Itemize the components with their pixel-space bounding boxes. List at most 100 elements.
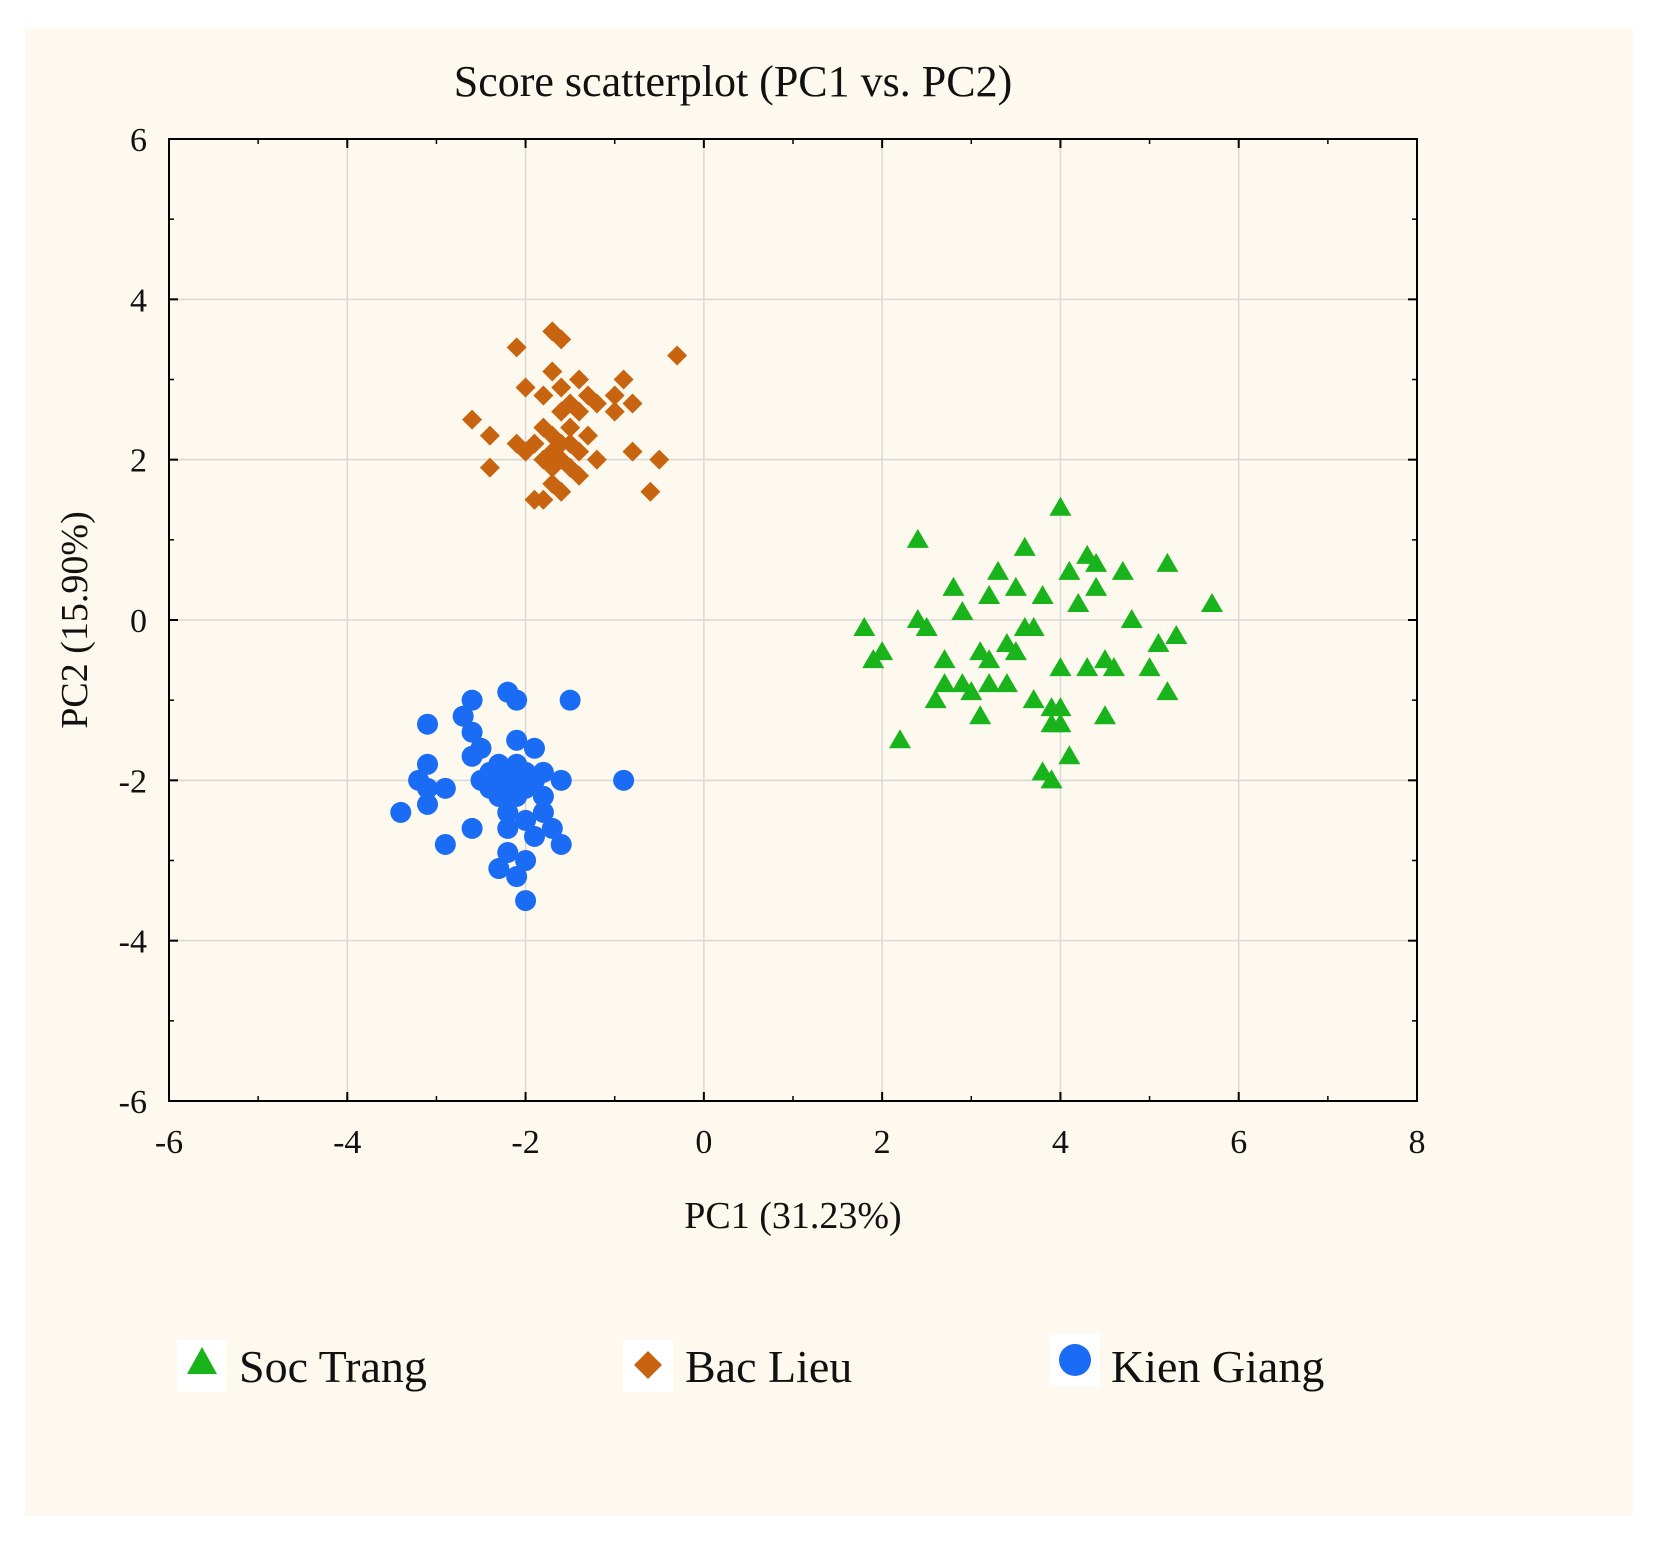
point-kien-giang (515, 850, 537, 871)
point-bac-lieu (515, 441, 536, 462)
scatter-chart: -6 -4 -2 0 2 4 6 8 -6 -4 -2 0 2 4 6 Score scatterplot … (54, 57, 1426, 1392)
point-soc-trang (1022, 689, 1045, 709)
y-tick-label: 6 (130, 122, 147, 159)
point-bac-lieu (560, 417, 581, 438)
point-soc-trang (915, 617, 938, 637)
point-bac-lieu (542, 457, 563, 478)
point-bac-lieu (524, 489, 545, 510)
point-kien-giang (461, 721, 483, 743)
point-kien-giang (434, 777, 456, 799)
point-soc-trang (1102, 657, 1125, 677)
point-kien-giang (523, 825, 545, 847)
point-soc-trang (1049, 697, 1072, 717)
legend-item-soc-trang: Soc Trang (177, 1340, 427, 1392)
point-kien-giang (497, 817, 519, 839)
point-kien-giang (497, 801, 519, 823)
point-bac-lieu (462, 409, 483, 430)
point-soc-trang (1085, 576, 1108, 596)
point-soc-trang (1094, 705, 1116, 725)
y-tick-label: 4 (130, 282, 147, 319)
point-kien-giang (417, 777, 439, 799)
point-kien-giang (390, 801, 412, 823)
point-soc-trang (1076, 657, 1099, 677)
y-tick-label: -6 (119, 1084, 147, 1121)
point-soc-trang (978, 649, 1001, 669)
legend-label-bac-lieu: Bac Lieu (685, 1341, 852, 1392)
point-bac-lieu (551, 401, 572, 422)
point-soc-trang (1058, 745, 1081, 765)
point-soc-trang (1049, 657, 1072, 677)
point-kien-giang (559, 689, 581, 711)
point-soc-trang (1156, 552, 1179, 572)
point-kien-giang (532, 801, 554, 823)
point-bac-lieu (586, 393, 607, 414)
point-bac-lieu (604, 385, 625, 406)
legend-label-soc-trang: Soc Trang (239, 1341, 427, 1392)
point-kien-giang (550, 769, 572, 791)
chart-panel: -6 -4 -2 0 2 4 6 8 -6 -4 -2 0 2 4 6 Score scatterplot … (25, 28, 1633, 1516)
point-kien-giang (541, 817, 563, 839)
point-bac-lieu (569, 369, 590, 390)
y-tick-label: 2 (130, 443, 147, 480)
point-soc-trang (969, 705, 992, 725)
point-soc-trang (1156, 681, 1179, 701)
x-axis-label: PC1 (31.23%) (684, 1195, 901, 1237)
point-soc-trang (1067, 592, 1090, 612)
point-soc-trang (924, 689, 947, 709)
point-kien-giang (461, 817, 483, 839)
point-kien-giang (452, 705, 474, 727)
point-kien-giang (532, 785, 554, 807)
point-soc-trang (1120, 609, 1143, 628)
point-soc-trang (1049, 496, 1072, 516)
x-tick-label: 6 (1230, 1124, 1247, 1161)
x-tick-label: 2 (874, 1124, 891, 1161)
point-bac-lieu (551, 481, 572, 502)
point-soc-trang (978, 584, 1001, 604)
point-soc-trang (960, 681, 983, 701)
axis-ticks: -6 -4 -2 0 2 4 6 8 -6 -4 -2 0 2 4 6 (119, 122, 1426, 1161)
point-soc-trang (995, 673, 1018, 693)
point-kien-giang (488, 858, 510, 880)
point-bac-lieu (542, 361, 563, 382)
point-kien-giang (461, 745, 483, 767)
point-bac-lieu (479, 425, 500, 446)
point-kien-giang (417, 793, 439, 815)
y-tick-label: 0 (130, 603, 147, 640)
point-kien-giang (461, 689, 483, 711)
point-bac-lieu (569, 441, 590, 462)
x-tick-label: -4 (333, 1124, 361, 1161)
y-tick-label: -2 (119, 763, 147, 800)
point-bac-lieu (479, 457, 500, 478)
point-soc-trang (1085, 552, 1108, 572)
point-soc-trang (1111, 560, 1134, 580)
x-tick-label: 0 (695, 1124, 712, 1161)
point-bac-lieu (577, 425, 598, 446)
point-kien-giang (523, 737, 545, 759)
x-tick-label: -6 (155, 1124, 183, 1161)
point-soc-trang (1165, 625, 1188, 645)
legend-circle-marker (1059, 1344, 1091, 1376)
point-kien-giang (506, 689, 528, 711)
point-soc-trang (1013, 536, 1036, 556)
point-soc-trang (942, 576, 965, 596)
point-kien-giang (497, 841, 519, 863)
point-soc-trang (1200, 592, 1223, 612)
point-kien-giang (506, 785, 528, 807)
point-bac-lieu (622, 393, 643, 414)
point-kien-giang (434, 833, 456, 855)
point-bac-lieu (604, 401, 625, 422)
point-kien-giang (506, 729, 528, 751)
point-soc-trang (1004, 576, 1027, 596)
point-kien-giang (506, 866, 528, 888)
point-kien-giang (417, 713, 439, 735)
point-soc-trang (1058, 560, 1081, 580)
point-soc-trang (1049, 713, 1072, 733)
point-soc-trang (1022, 617, 1045, 637)
point-bac-lieu (622, 441, 643, 462)
point-kien-giang (488, 785, 510, 807)
point-kien-giang (515, 890, 537, 912)
point-bac-lieu (667, 345, 688, 366)
y-axis-label: PC2 (15.90%) (54, 511, 96, 728)
point-bac-lieu (515, 377, 536, 398)
point-soc-trang (853, 617, 876, 637)
